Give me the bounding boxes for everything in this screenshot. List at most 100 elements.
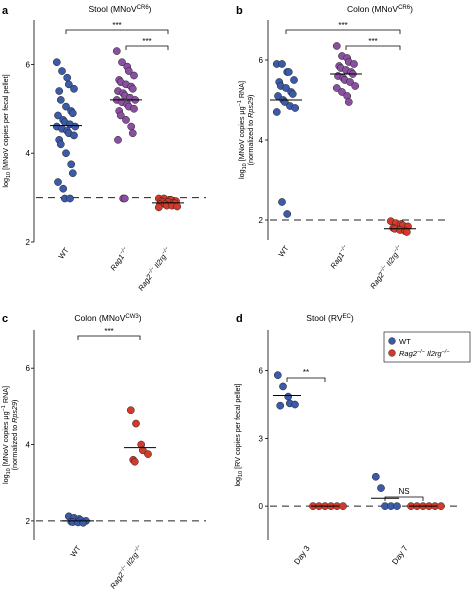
x-tick-label: Rag2−/− Il2rg−/− [136, 245, 173, 292]
data-point [54, 178, 62, 186]
y-axis-label: log10 [MNoV copies μg−1 RNA] [237, 81, 248, 179]
significance-bracket [286, 377, 326, 382]
panel-title: Stool (RVEC) [306, 313, 354, 323]
y-tick-label: 6 [26, 364, 31, 373]
y-axis-label-subscript: 10 [238, 471, 244, 477]
panel-title-text: Colon (MNoV [347, 4, 398, 14]
data-point [393, 502, 401, 510]
y-axis-label-part: (normalized to [246, 118, 255, 166]
panel-title-superscript: CR6 [398, 5, 411, 11]
x-tick-label-superscript: −/− [161, 245, 171, 256]
y-axis-label-part: RNA] [1, 386, 10, 405]
data-point [339, 502, 347, 510]
y-tick-label: 4 [26, 441, 31, 450]
data-point [350, 60, 358, 68]
y-axis-label-superscript: −1 [237, 100, 243, 106]
data-point [120, 194, 129, 203]
data-point [371, 472, 380, 481]
panel-title-superscript: EC [343, 314, 352, 320]
x-tick-label: Rag1−/− [328, 243, 351, 270]
legend-label-part: Il2rg [425, 349, 443, 358]
significance-bracket [65, 29, 169, 34]
data-point [62, 102, 70, 111]
data-point [291, 104, 300, 112]
y-axis-label-part: ) [246, 95, 255, 97]
data-point [278, 198, 286, 206]
x-tick-label: Rag2−/− Il2rg−/− [368, 243, 405, 290]
x-tick-label: WT [69, 544, 83, 559]
y-axis-label-superscript: −1 [1, 405, 7, 411]
panel-b: b Colon (MNoVCR6) 2 4 6 log10 [MNoV copies μg… [236, 4, 448, 291]
data-point [52, 58, 61, 67]
y-tick-label: 4 [259, 136, 264, 145]
y-axis-label-part: log [1, 178, 10, 188]
y-axis-label-part: ) [10, 400, 19, 402]
panel-title-end: ) [351, 313, 354, 323]
data-point [284, 392, 293, 401]
x-tick-label-superscript: −/− [379, 264, 389, 275]
panel-a: a Stool (MNoVCR6) 2 4 6 log10 [MNoV copies pe… [1, 4, 206, 293]
x-group-label: Day 7 [390, 544, 410, 567]
panel-title: Colon (MNoVCR6) [347, 4, 413, 14]
legend-label: WT [399, 337, 411, 346]
data-point [68, 169, 77, 178]
significance-label: *** [104, 327, 113, 336]
legend-swatch [388, 349, 396, 357]
x-tick-label-superscript: −/− [393, 243, 403, 254]
panel-title-end: ) [139, 313, 142, 323]
y-tick-label: 0 [259, 502, 264, 511]
y-axis-label-subscript: 10 [6, 172, 12, 178]
data-point [344, 98, 353, 106]
data-point [55, 87, 64, 95]
data-point [132, 419, 140, 428]
data-point [63, 73, 72, 82]
y-axis-label-part: (normalized to [10, 423, 19, 471]
x-tick-label-part: WT [277, 244, 291, 259]
significance-label: *** [368, 37, 377, 46]
panel-letter: b [236, 5, 243, 17]
data-point [122, 116, 130, 124]
data-point [284, 68, 293, 76]
x-tick-label-superscript: −/− [119, 245, 129, 256]
panel-title-text: Colon (MNoV [74, 313, 125, 323]
y-axis-label-part: log [237, 169, 246, 179]
data-point [62, 149, 70, 158]
data-point [290, 76, 298, 84]
significance-label: *** [142, 37, 151, 46]
significance-label: ** [303, 368, 309, 377]
legend-box [383, 331, 471, 363]
data-point [276, 401, 285, 410]
significance-bracket [285, 29, 401, 34]
significance-bracket [125, 45, 169, 50]
data-point [402, 228, 411, 236]
legend-label-superscript: −/− [417, 349, 426, 355]
data-point [138, 446, 147, 455]
legend-label: Rag2−/− Il2rg−/− [399, 349, 450, 358]
data-point [64, 80, 73, 89]
y-tick-label: 4 [26, 149, 31, 158]
data-point [58, 67, 66, 75]
x-tick-label: WT [277, 244, 291, 259]
data-point [130, 71, 138, 80]
data-point [279, 382, 287, 391]
data-point [54, 111, 62, 120]
panel-letter: c [2, 313, 8, 325]
x-tick-label-superscript: −/− [147, 266, 157, 277]
data-point [56, 140, 65, 149]
y-tick-label: 6 [259, 56, 264, 65]
data-point [437, 502, 445, 510]
data-point [66, 194, 74, 203]
panel-c: c Colon (MNoVCW3) 2 4 6 log10 [MNoV copies μg… [1, 313, 206, 591]
data-point [56, 96, 65, 104]
x-tick-label: Rag1−/− [108, 245, 131, 272]
significance-label: *** [112, 21, 121, 30]
y-axis-label-part: [MNoV copies μg [237, 106, 246, 163]
x-tick-label-superscript: −/− [133, 543, 143, 554]
data-point [79, 518, 88, 527]
y-axis-label-line2: (normalized to Rps29) [246, 95, 255, 166]
data-point [112, 47, 121, 55]
data-point [338, 88, 346, 96]
data-point [278, 60, 286, 68]
data-point [68, 109, 77, 118]
